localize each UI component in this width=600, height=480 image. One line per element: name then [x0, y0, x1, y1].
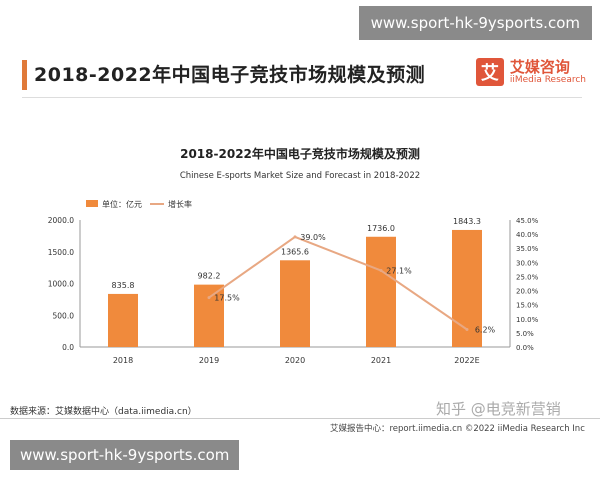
logo-text: 艾媒咨询 iiMedia Research [510, 59, 586, 86]
page-title: 2018-2022年中国电子竞技市场规模及预测 [34, 64, 426, 86]
x-tick-label: 2021 [371, 356, 391, 365]
y-right-tick-label: 15.0% [516, 302, 539, 310]
growth-rate-label: 27.1% [386, 267, 412, 276]
data-source: 数据来源：艾媒数据中心（data.iimedia.cn） [10, 407, 197, 417]
y-right-tick-label: 35.0% [516, 245, 539, 253]
market-size-chart: 2018-2022年中国电子竞技市场规模及预测 Chinese E-sports… [48, 146, 539, 365]
x-tick-label: 2019 [199, 356, 219, 365]
footer-divider [0, 418, 600, 419]
y-right-tick-label: 45.0% [516, 217, 539, 225]
footer-text: 艾媒报告中心：report.iimedia.cn ©2022 iiMedia R… [330, 424, 585, 434]
iimedia-logo: 艾 艾媒咨询 iiMedia Research [475, 58, 586, 86]
x-tick-label: 2022E [454, 356, 479, 365]
bar [280, 260, 310, 347]
bar [452, 229, 482, 347]
y-right-tick-label: 40.0% [516, 231, 539, 239]
growth-rate-label: 39.0% [300, 233, 326, 242]
y-right-tick-label: 25.0% [516, 273, 539, 281]
title-accent-bar [22, 60, 27, 90]
y-left-tick-label: 2000.0 [48, 216, 74, 225]
chart-title: 2018-2022年中国电子竞技市场规模及预测 [180, 146, 420, 161]
watermark-bottom: www.sport-hk-9ysports.com [10, 440, 240, 470]
y-right-tick-label: 10.0% [516, 316, 539, 324]
growth-rate-label: 6.2% [475, 326, 496, 335]
logo-en: iiMedia Research [509, 74, 586, 85]
bar [194, 284, 224, 347]
bar-data-label: 1365.6 [281, 247, 309, 256]
legend-line-label: 增长率 [168, 199, 192, 209]
chart-subtitle: Chinese E-sports Market Size and Forecas… [180, 171, 420, 181]
watermark-top: www.sport-hk-9ysports.com [358, 6, 592, 40]
bar-data-label: 835.8 [112, 281, 135, 290]
growth-rate-label: 17.5% [214, 294, 240, 303]
bar-data-label: 982.2 [198, 272, 221, 281]
growth-rate-point [293, 235, 297, 239]
y-right-tick-label: 5.0% [516, 330, 534, 338]
x-tick-label: 2020 [285, 356, 305, 365]
bar-data-label: 1736.0 [367, 224, 395, 233]
logo-mark-icon: 艾 [475, 58, 504, 86]
bar [108, 293, 138, 347]
header-divider [22, 97, 582, 98]
bar-data-label: 1843.3 [453, 217, 481, 226]
growth-rate-point [379, 269, 383, 273]
logo-cn: 艾媒咨询 [509, 57, 570, 76]
y-left-tick-label: 0.0 [62, 343, 74, 352]
growth-rate-point [465, 328, 469, 332]
y-right-tick-label: 30.0% [516, 259, 539, 267]
legend-bar-swatch [86, 200, 98, 207]
legend-bar-label: 单位：亿元 [102, 199, 142, 209]
y-left-tick-label: 500.0 [53, 311, 75, 320]
growth-rate-line [208, 235, 468, 331]
x-tick-label: 2018 [113, 356, 133, 365]
growth-rate-point [207, 296, 211, 300]
y-left-tick-label: 1000.0 [48, 280, 74, 289]
y-left-tick-label: 1500.0 [48, 248, 74, 257]
bar [366, 236, 396, 347]
y-right-tick-label: 20.0% [516, 288, 539, 296]
y-right-tick-label: 0.0% [516, 344, 534, 352]
zhihu-watermark: 知乎 @电竞新营销 [436, 400, 561, 418]
chart-legend: 单位：亿元 增长率 [86, 199, 192, 209]
